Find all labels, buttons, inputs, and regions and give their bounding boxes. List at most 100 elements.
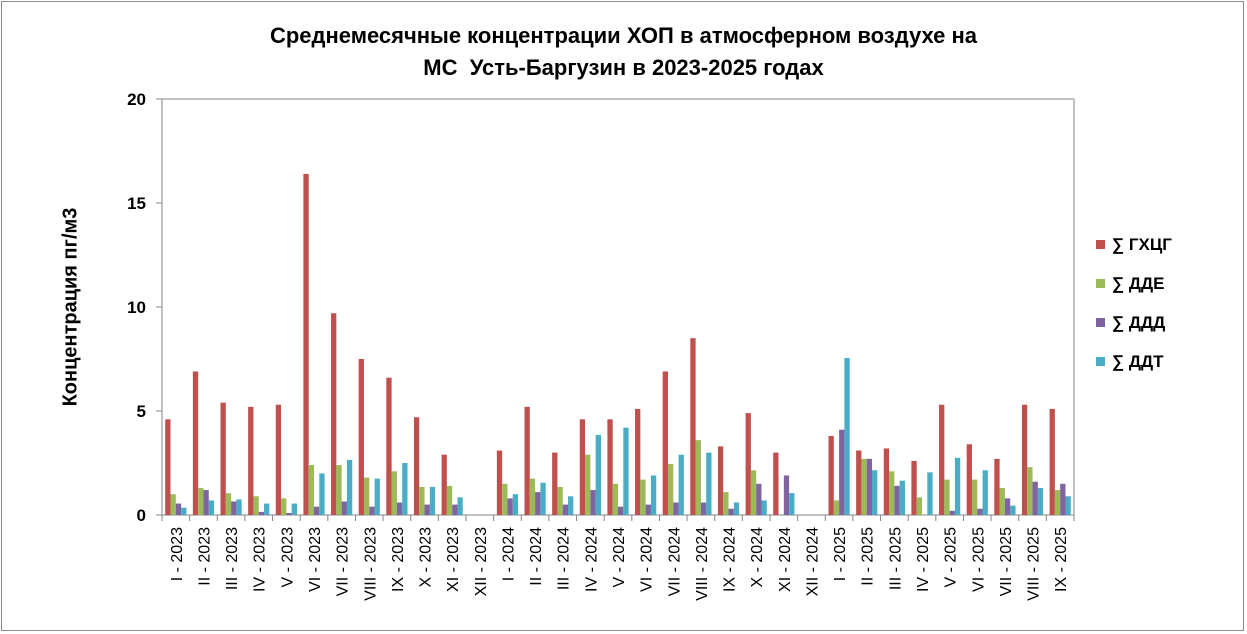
bar-gxcg <box>607 419 613 515</box>
bar-dde <box>861 458 867 515</box>
x-tick-label: V - 2024 <box>611 527 628 588</box>
y-tick-label: 5 <box>137 402 146 421</box>
legend-item: ∑ ДДТ <box>1096 342 1172 381</box>
y-tick-label: 20 <box>127 90 146 109</box>
bar-ddd <box>894 485 900 515</box>
x-tick-label: IX - 2023 <box>390 527 407 592</box>
x-tick-label: XI - 2024 <box>777 527 794 592</box>
bar-ddt <box>899 480 905 515</box>
bar-ddd <box>839 429 845 515</box>
bar-dde <box>308 465 314 515</box>
x-tick-label: VI - 2023 <box>307 527 324 592</box>
bar-ddd <box>452 504 458 515</box>
legend: ∑ ГХЦГ ∑ ДДЕ ∑ ДДД ∑ ДДТ <box>1096 225 1172 381</box>
bar-gxcg <box>524 406 530 515</box>
legend-label: ∑ ДДД <box>1112 312 1166 332</box>
bar-ddt <box>540 482 546 515</box>
x-tick-label: VI - 2025 <box>970 527 987 592</box>
bar-ddd <box>700 502 707 515</box>
bar-ddd <box>231 501 237 515</box>
bar-ddd <box>673 502 679 515</box>
bar-gxcg <box>662 371 668 515</box>
x-tick-label: II - 2023 <box>196 527 213 586</box>
bar-gxcg <box>331 313 337 515</box>
bar-gxcg <box>911 460 917 515</box>
bar-dde <box>1054 490 1061 515</box>
legend-item: ∑ ДДД <box>1096 303 1172 342</box>
bar-dde <box>667 464 674 515</box>
y-tick-label: 15 <box>127 194 146 213</box>
bar-ddt <box>844 357 850 515</box>
bar-ddd <box>258 511 265 515</box>
bar-ddt <box>208 500 215 515</box>
x-tick-label: VI - 2024 <box>639 527 656 592</box>
bar-ddd <box>369 506 375 515</box>
bar-dde <box>889 471 895 515</box>
bar-ddd <box>535 492 541 515</box>
bar-dde <box>971 479 978 515</box>
bar-ddt <box>761 500 767 515</box>
x-tick-label: VII - 2024 <box>666 527 683 596</box>
x-tick-label: VIII - 2023 <box>362 527 379 601</box>
bar-dde <box>281 498 287 515</box>
x-tick-label: X - 2024 <box>749 527 766 588</box>
x-tick-label: VII - 2025 <box>998 527 1015 596</box>
x-tick-label: IX - 2024 <box>722 527 739 592</box>
bar-dde <box>419 486 425 515</box>
x-tick-label: IV - 2025 <box>915 527 932 592</box>
bar-ddd <box>314 506 320 515</box>
plot-area <box>161 98 1075 516</box>
bar-ddt <box>236 499 242 515</box>
bar-ddt <box>291 503 297 515</box>
bar-ddt <box>319 473 325 515</box>
x-tick-label: V - 2025 <box>943 527 960 588</box>
bar-ddd <box>1060 483 1066 515</box>
x-tick-label: III - 2024 <box>556 527 573 590</box>
legend-swatch <box>1096 357 1105 366</box>
bar-ddt <box>789 493 795 515</box>
bar-ddt <box>982 470 988 515</box>
bar-dde <box>640 479 646 515</box>
bar-dde <box>391 471 397 515</box>
x-tick-label: III - 2023 <box>224 527 241 590</box>
x-tick-label: VIII - 2025 <box>1026 527 1043 601</box>
bar-gxcg <box>883 448 890 515</box>
x-tick-label: X - 2023 <box>418 527 435 588</box>
bar-gxcg <box>939 404 945 515</box>
bar-dde <box>999 487 1005 515</box>
bar-ddt <box>954 457 961 515</box>
bar-dde <box>253 496 259 515</box>
bar-dde <box>723 492 729 515</box>
bar-ddt <box>706 452 712 515</box>
x-tick-label: VII - 2023 <box>335 527 352 596</box>
bar-dde <box>363 477 370 515</box>
bar-ddt <box>1037 487 1044 515</box>
bar-gxcg <box>745 413 751 515</box>
bar-dde <box>502 483 508 515</box>
x-tick-label: III - 2025 <box>887 527 904 590</box>
bar-ddt <box>1065 496 1071 515</box>
x-tick-label: IV - 2024 <box>583 527 600 592</box>
bar-dde <box>336 465 342 515</box>
bar-gxcg <box>828 435 834 515</box>
bar-dde <box>557 486 563 515</box>
bar-gxcg <box>441 454 447 515</box>
bar-dde <box>1027 467 1033 515</box>
bar-dde <box>170 494 176 515</box>
bar-ddt <box>623 427 629 515</box>
bar-ddd <box>728 508 734 515</box>
bar-gxcg <box>1049 408 1055 515</box>
bar-gxcg <box>386 377 392 515</box>
bar-ddd <box>203 490 209 515</box>
bar-ddd <box>286 512 292 515</box>
legend-swatch <box>1096 240 1105 249</box>
x-tick-label: XII - 2023 <box>473 527 490 596</box>
bar-ddt <box>927 472 933 515</box>
legend-item: ∑ ДДЕ <box>1096 264 1172 303</box>
x-tick-label: XI - 2023 <box>445 527 462 592</box>
bar-gxcg <box>966 444 972 515</box>
bar-ddt <box>678 454 684 515</box>
bar-gxcg <box>773 452 779 515</box>
